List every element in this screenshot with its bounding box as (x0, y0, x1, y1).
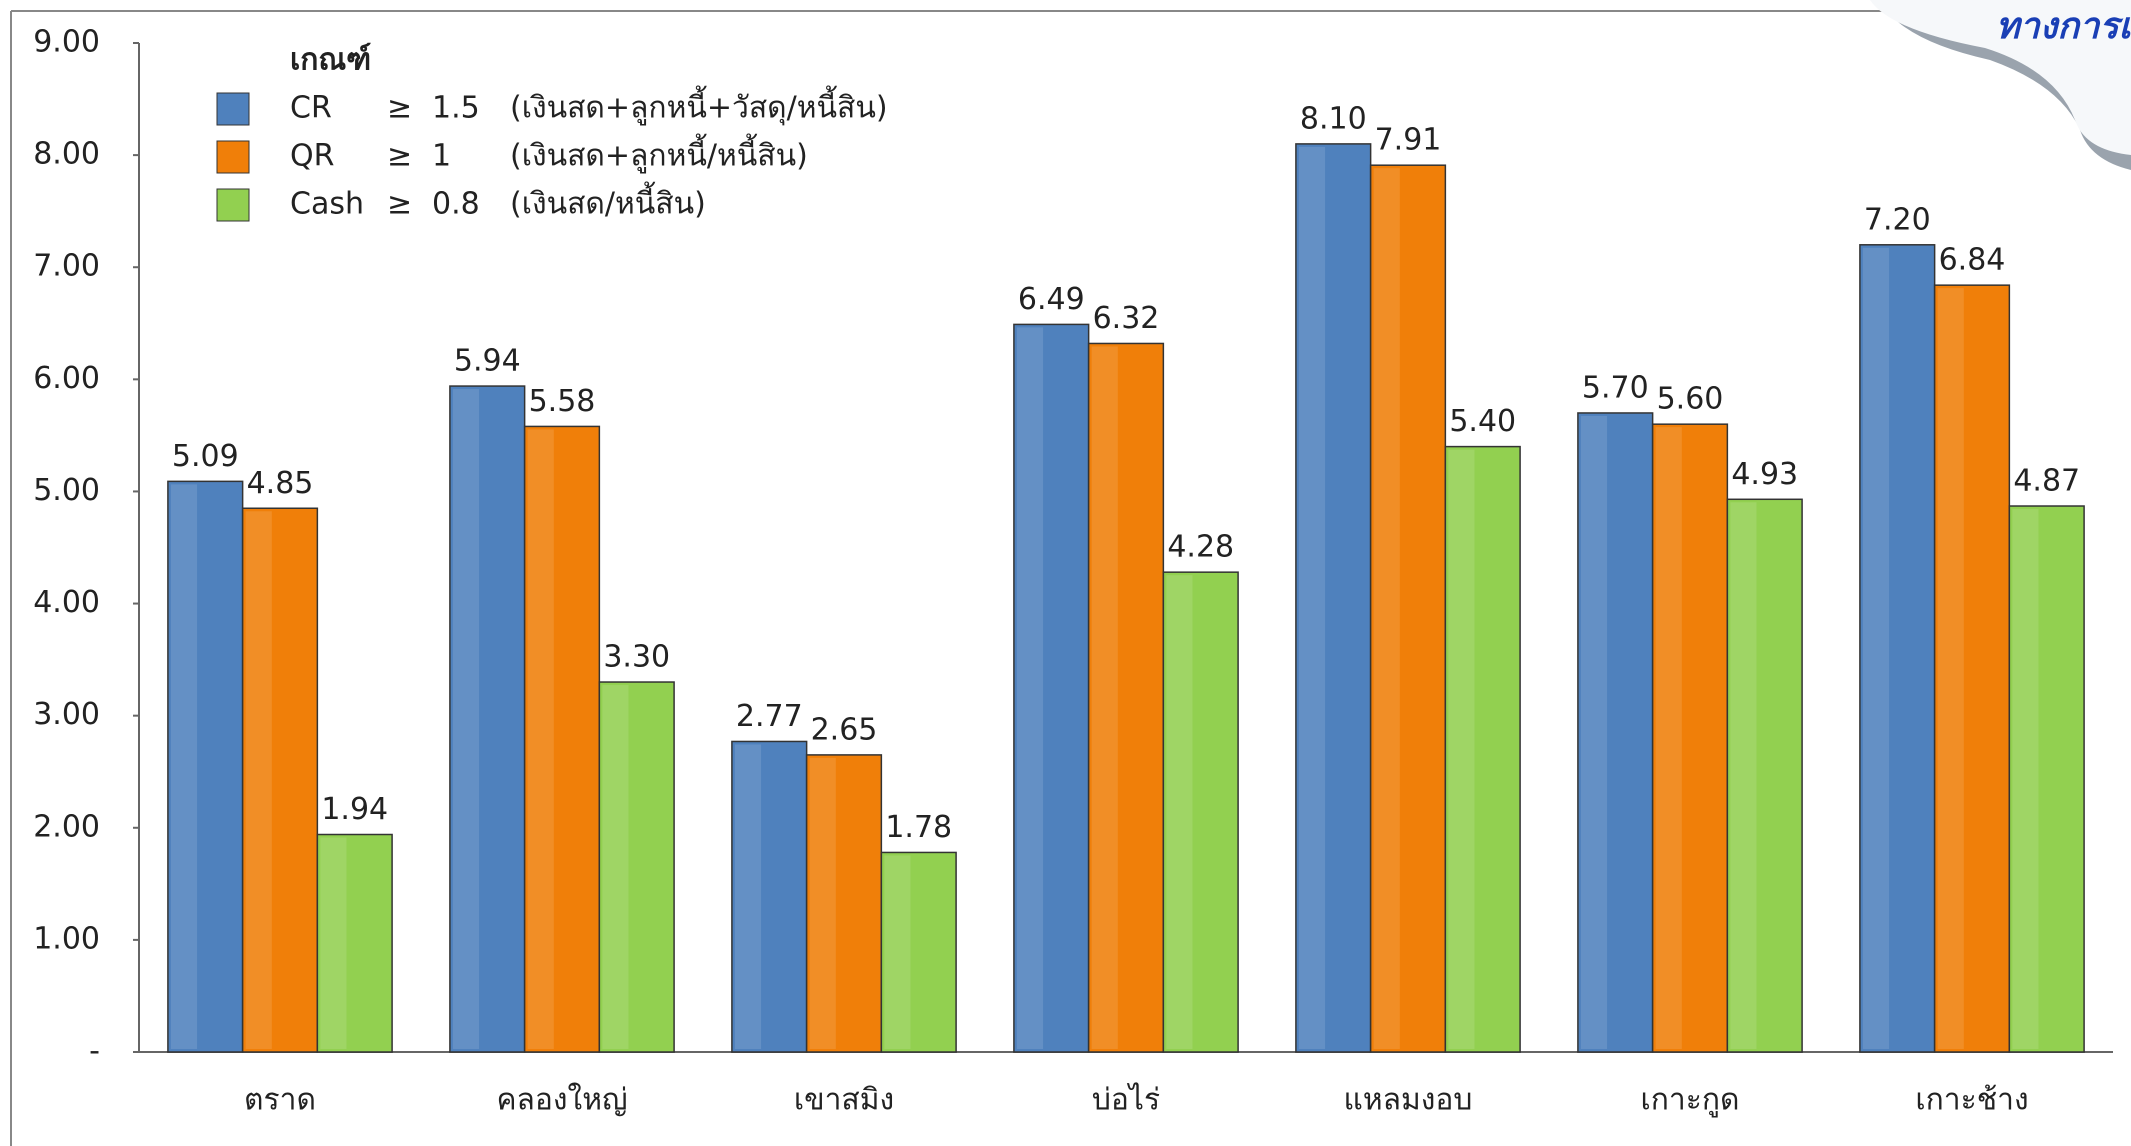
legend-title: เกณฑ์ (290, 43, 371, 78)
value-label: 2.77 (736, 699, 803, 734)
value-label: 5.70 (1582, 370, 1649, 405)
legend-operator: ≥ (387, 91, 412, 126)
logo-shape (1870, 0, 2131, 155)
y-tick-label: 5.00 (33, 473, 100, 508)
bar-highlight (884, 855, 911, 1049)
value-label: 5.58 (529, 384, 596, 419)
bar (1933, 284, 2011, 1053)
value-label: 6.84 (1939, 243, 2006, 278)
bar (1087, 342, 1165, 1053)
value-label: 1.78 (885, 810, 952, 845)
bar (1295, 143, 1372, 1053)
bar-highlight (245, 511, 272, 1049)
x-tick-label: เกาะช้าง (1915, 1083, 2028, 1118)
bar (1859, 244, 1936, 1053)
x-tick-label: คลองใหญ่ (496, 1083, 627, 1118)
legend-swatch (216, 188, 250, 222)
bar-highlight (1655, 427, 1682, 1050)
bar-highlight (1862, 247, 1890, 1050)
bar (1726, 498, 1803, 1053)
value-label: 4.93 (1731, 457, 1798, 492)
bar-highlight (1016, 327, 1044, 1049)
bar (1651, 423, 1729, 1053)
bar (2008, 505, 2085, 1053)
value-label: 5.09 (172, 439, 239, 474)
y-tick-label: 3.00 (33, 697, 100, 732)
value-label: 8.10 (1300, 101, 1367, 136)
y-tick-label: 7.00 (33, 249, 100, 284)
legend-swatch (216, 92, 250, 126)
legend-label: Cash (290, 187, 364, 222)
y-tick-label: 2.00 (33, 809, 100, 844)
value-label: 3.30 (603, 640, 670, 675)
bar-highlight (527, 429, 554, 1049)
x-tick-label: ตราด (244, 1083, 316, 1118)
y-tick-label: 9.00 (33, 25, 100, 60)
value-label: 4.87 (2013, 464, 2080, 499)
value-label: 4.28 (1167, 530, 1234, 565)
value-label: 5.60 (1657, 382, 1724, 417)
legend-label: QR (290, 139, 334, 174)
y-tick-label: - (89, 1034, 100, 1069)
bar (1369, 164, 1447, 1053)
value-label: 2.65 (811, 712, 878, 747)
bar-highlight (1166, 575, 1193, 1049)
legend-threshold: 0.8 (432, 187, 480, 222)
y-tick-label: 4.00 (33, 585, 100, 620)
bar (1013, 323, 1090, 1053)
bar (1444, 445, 1521, 1053)
x-tick-label: เกาะกูด (1640, 1083, 1739, 1118)
legend-formula: (เงินสด/หนี้สิน) (510, 182, 706, 222)
bar-highlight (1091, 346, 1118, 1049)
bar (598, 681, 675, 1053)
bar (805, 754, 883, 1053)
bar-highlight (734, 744, 762, 1049)
y-tick-label: 6.00 (33, 361, 100, 396)
legend-operator: ≥ (387, 139, 412, 174)
bar-highlight (809, 757, 836, 1049)
value-label: 4.85 (247, 466, 314, 501)
legend-threshold: 1 (432, 139, 451, 174)
bar (167, 480, 244, 1053)
bar (731, 740, 808, 1053)
bar (449, 385, 526, 1053)
bar-highlight (170, 484, 198, 1049)
bar-highlight (602, 685, 629, 1049)
legend-formula: (เงินสด+ลูกหนี้/หนี้สิน) (510, 134, 808, 174)
x-tick-label: เขาสมิง (794, 1083, 894, 1118)
legend-formula: (เงินสด+ลูกหนี้+วัสดุ/หนี้สิน) (510, 86, 888, 127)
legend-label: CR (290, 91, 332, 126)
value-label: 5.40 (1449, 404, 1516, 439)
value-label: 5.94 (454, 344, 521, 379)
bar-highlight (2012, 509, 2039, 1049)
value-label: 6.32 (1093, 301, 1160, 336)
bar (241, 507, 319, 1053)
value-label: 1.94 (321, 792, 388, 827)
bar-highlight (1298, 146, 1326, 1049)
bar-highlight (1730, 502, 1757, 1049)
legend-operator: ≥ (387, 187, 412, 222)
bar (523, 425, 601, 1053)
corner-text: ทางการเ (1996, 6, 2131, 47)
bar (880, 851, 957, 1053)
legend-swatch (216, 140, 250, 174)
x-tick-label: บ่อไร่ (1092, 1082, 1160, 1118)
y-tick-label: 1.00 (33, 921, 100, 956)
bar (316, 833, 393, 1053)
bar (1162, 571, 1239, 1053)
bar-highlight (1448, 449, 1475, 1050)
x-tick-label: แหลมงอบ (1344, 1083, 1473, 1118)
value-label: 6.49 (1018, 282, 1085, 317)
bar-highlight (1373, 168, 1400, 1049)
value-label: 7.20 (1864, 202, 1931, 237)
bar-highlight (320, 837, 347, 1049)
value-label: 7.91 (1375, 123, 1442, 158)
bar-highlight (1937, 288, 1964, 1049)
legend-threshold: 1.5 (432, 91, 480, 126)
bar-highlight (452, 389, 480, 1049)
bar-highlight (1580, 415, 1608, 1049)
y-tick-label: 8.00 (33, 137, 100, 172)
